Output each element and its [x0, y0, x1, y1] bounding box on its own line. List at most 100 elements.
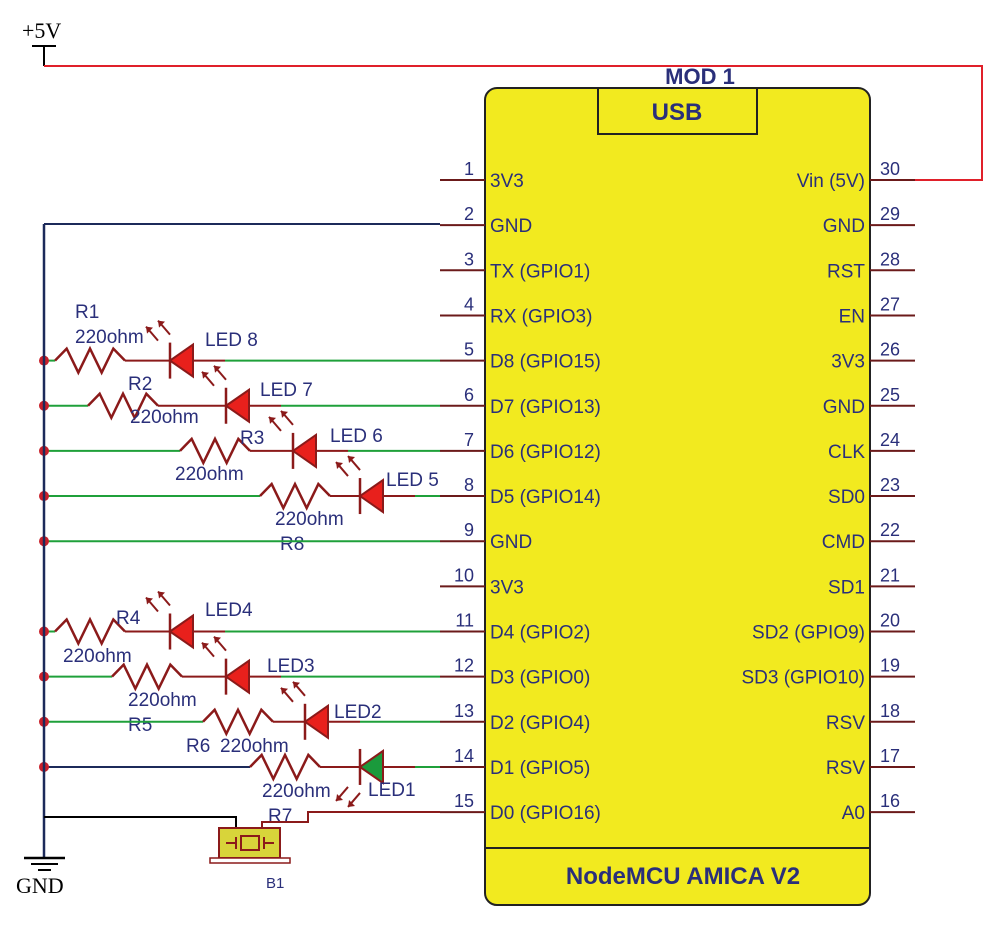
resistor-value: 220ohm	[130, 407, 199, 428]
led-branch-6: R2 220ohm LED 7	[39, 365, 440, 428]
resistor-value: 220ohm	[175, 464, 244, 485]
resistor-value: 220ohm	[128, 690, 197, 711]
module-ref: MOD 1	[665, 64, 735, 89]
pin-number: 6	[464, 385, 474, 405]
module-pins: 1 3V3 2 GND 3 TX (GPIO1) 4 RX (GPIO3) 5 D8 (GPIO1…	[440, 159, 915, 824]
pin-number: 3	[464, 249, 474, 269]
resistor-R4	[54, 616, 126, 647]
usb-port	[597, 87, 758, 135]
light-arrow-head-icon	[158, 320, 165, 328]
pin-label: RST	[827, 261, 865, 282]
led-label: LED3	[267, 656, 315, 677]
pin-label: D7 (GPIO13)	[490, 397, 601, 418]
pin-label: D8 (GPIO15)	[490, 352, 601, 373]
pin-label: D6 (GPIO12)	[490, 442, 601, 463]
resistor-value: 220ohm	[262, 781, 331, 802]
pin-number: 2	[464, 204, 474, 224]
pin-number: 4	[464, 294, 474, 314]
resistor-value: 220ohm	[75, 327, 144, 348]
pin-number: 5	[464, 340, 474, 360]
resistor-ref: R8	[280, 534, 304, 555]
led-led2	[303, 703, 329, 740]
usb-label: USB	[652, 99, 703, 126]
pin-number: 28	[880, 249, 900, 269]
pin-number: 20	[880, 611, 900, 631]
resistor-R3	[179, 436, 251, 466]
led-label: LED 5	[386, 470, 439, 491]
pin-number: 24	[880, 430, 900, 450]
pin-label: D4 (GPIO2)	[490, 623, 590, 644]
pin-label: D2 (GPIO4)	[490, 713, 590, 734]
led-branch-12: R5 220ohm LED3	[39, 635, 440, 736]
led-led6	[291, 432, 317, 469]
pin-number: 22	[880, 520, 900, 540]
resistor-ref: R7	[268, 806, 292, 827]
button-ground-wire	[44, 816, 237, 828]
resistor-R6	[202, 706, 274, 737]
pin-number: 19	[880, 656, 900, 676]
pin-label: D5 (GPIO14)	[490, 487, 601, 508]
pin-number: 26	[880, 340, 900, 360]
pin-number: 13	[454, 701, 474, 721]
button-base	[209, 857, 291, 864]
ground-label: GND	[16, 873, 64, 898]
led-label: LED2	[334, 702, 382, 723]
pin-number: 12	[454, 656, 474, 676]
resistor-R7	[249, 752, 321, 782]
pin-label: D0 (GPIO16)	[490, 803, 601, 824]
light-arrow-head-icon	[269, 416, 276, 424]
resistor-value: 220ohm	[63, 646, 132, 667]
pin-label: 3V3	[831, 352, 865, 373]
led-led8	[168, 342, 194, 379]
light-arrow-head-icon	[281, 410, 288, 418]
pin-label: 3V3	[490, 171, 524, 192]
resistor-R8	[259, 481, 331, 511]
led-label: LED4	[205, 600, 253, 621]
pin-label: SD3 (GPIO10)	[741, 668, 865, 689]
pin-label: CLK	[828, 442, 865, 463]
resistor-R5	[111, 661, 183, 692]
light-arrow-head-icon	[336, 793, 343, 801]
pin-label: SD2 (GPIO9)	[752, 623, 865, 644]
pin-label: CMD	[822, 532, 865, 553]
pin-number: 27	[880, 294, 900, 314]
button-crystal	[240, 835, 260, 851]
pin-label: RSV	[826, 713, 865, 734]
pin-label: TX (GPIO1)	[490, 261, 590, 282]
led-branch-13: R6 220ohm LED2	[39, 681, 440, 757]
light-arrow-head-icon	[281, 687, 288, 695]
pin-label: GND	[490, 216, 532, 237]
pin-number: 18	[880, 701, 900, 721]
pin-label: D3 (GPIO0)	[490, 668, 590, 689]
pin-label: GND	[823, 216, 865, 237]
light-arrow-head-icon	[293, 681, 300, 689]
pin-label: GND	[823, 397, 865, 418]
pin-label: EN	[839, 306, 865, 327]
pin-number: 25	[880, 385, 900, 405]
power-label: +5V	[22, 18, 61, 43]
led-led7	[224, 387, 250, 424]
pin-number: 8	[464, 475, 474, 495]
pin-label: SD0	[828, 487, 865, 508]
pin-label: RX (GPIO3)	[490, 306, 592, 327]
pin-number: 29	[880, 204, 900, 224]
light-arrow-head-icon	[158, 591, 165, 599]
pin-number: 17	[880, 746, 900, 766]
light-arrow-head-icon	[202, 642, 209, 650]
light-arrow-head-icon	[348, 456, 355, 464]
led-label: LED1	[368, 780, 416, 801]
pin-number: 1	[464, 159, 474, 179]
pin-number: 30	[880, 159, 900, 179]
pin-label: 3V3	[490, 577, 524, 598]
module-name: NodeMCU AMICA V2	[566, 863, 800, 890]
button-leads	[226, 837, 274, 849]
pin-label: Vin (5V)	[797, 171, 865, 192]
pin-label: D1 (GPIO5)	[490, 758, 590, 779]
pin-number: 16	[880, 791, 900, 811]
pin-number: 11	[455, 611, 474, 631]
led-led5	[358, 478, 384, 514]
led-label: LED 8	[205, 330, 258, 351]
led-label: LED 7	[260, 380, 313, 401]
